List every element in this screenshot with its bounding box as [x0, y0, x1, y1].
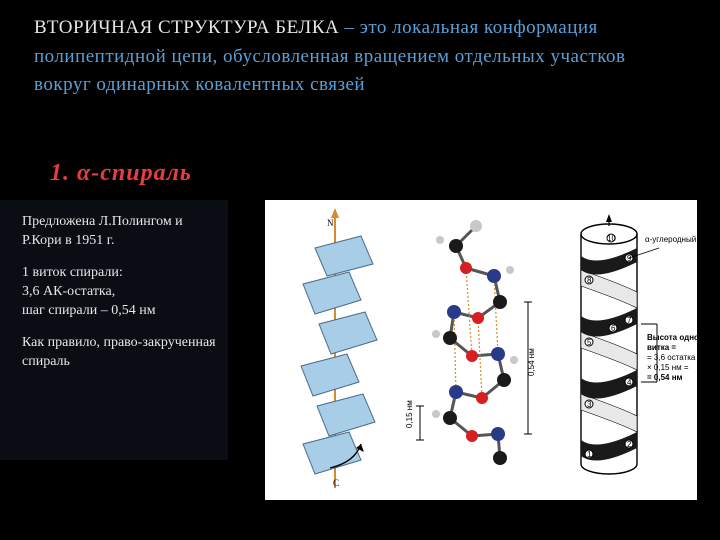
subheading-number: 1.: [50, 160, 70, 186]
subheading-text: α-спираль: [70, 160, 192, 186]
sidebar-p3: Как правило, право-закрученная спираль: [22, 333, 218, 372]
svg-text:6: 6: [611, 324, 616, 333]
svg-text:витка =: витка =: [647, 343, 676, 352]
svg-text:4: 4: [627, 378, 632, 387]
svg-text:0,15 нм: 0,15 нм: [406, 400, 414, 428]
sidebar: Предложена Л.Полингом и Р.Кори в 1951 г.…: [0, 200, 228, 460]
heading-caps: ВТОРИЧНАЯ СТРУКТУРА БЕЛКА: [34, 17, 339, 38]
svg-text:Высота одного: Высота одного: [647, 333, 697, 342]
sidebar-p1: Предложена Л.Полингом и Р.Кори в 1951 г.: [22, 212, 218, 251]
svg-text:10: 10: [607, 234, 616, 243]
slide: ВТОРИЧНАЯ СТРУКТУРА БЕЛКА – это локальна…: [0, 0, 720, 540]
svg-text:3: 3: [587, 400, 592, 409]
svg-text:8: 8: [587, 276, 592, 285]
heading: ВТОРИЧНАЯ СТРУКТУРА БЕЛКА – это локальна…: [34, 14, 680, 100]
svg-text:5: 5: [587, 338, 592, 347]
svg-text:0,54 нм: 0,54 нм: [527, 348, 536, 376]
svg-text:2: 2: [627, 440, 632, 449]
svg-text:7: 7: [627, 316, 632, 325]
svg-text:1: 1: [587, 450, 592, 459]
svg-text:C: C: [333, 478, 339, 488]
svg-text:9: 9: [627, 254, 632, 263]
svg-text:N: N: [327, 218, 334, 228]
figure: N C: [265, 200, 697, 500]
svg-text:= 3,6 остатка ×: = 3,6 остатка ×: [647, 353, 697, 362]
subheading: 1. α-спираль: [50, 160, 192, 187]
sidebar-p2: 1 виток спирали: 3,6 АК-остатка, шаг спи…: [22, 263, 218, 321]
svg-text:α-углеродный атом: α-углеродный атом: [645, 235, 697, 244]
panel-geometric: N C: [275, 206, 395, 494]
panel-molecular: 0,15 нм 0,54 нм: [406, 206, 556, 494]
svg-text:× 0,15 нм =: × 0,15 нм =: [647, 363, 689, 372]
svg-text:= 0,54 нм: = 0,54 нм: [647, 373, 683, 382]
panel-schematic: 1 2 3 4 5 6 7 8 9 10 α-углеродный атом: [567, 206, 687, 494]
